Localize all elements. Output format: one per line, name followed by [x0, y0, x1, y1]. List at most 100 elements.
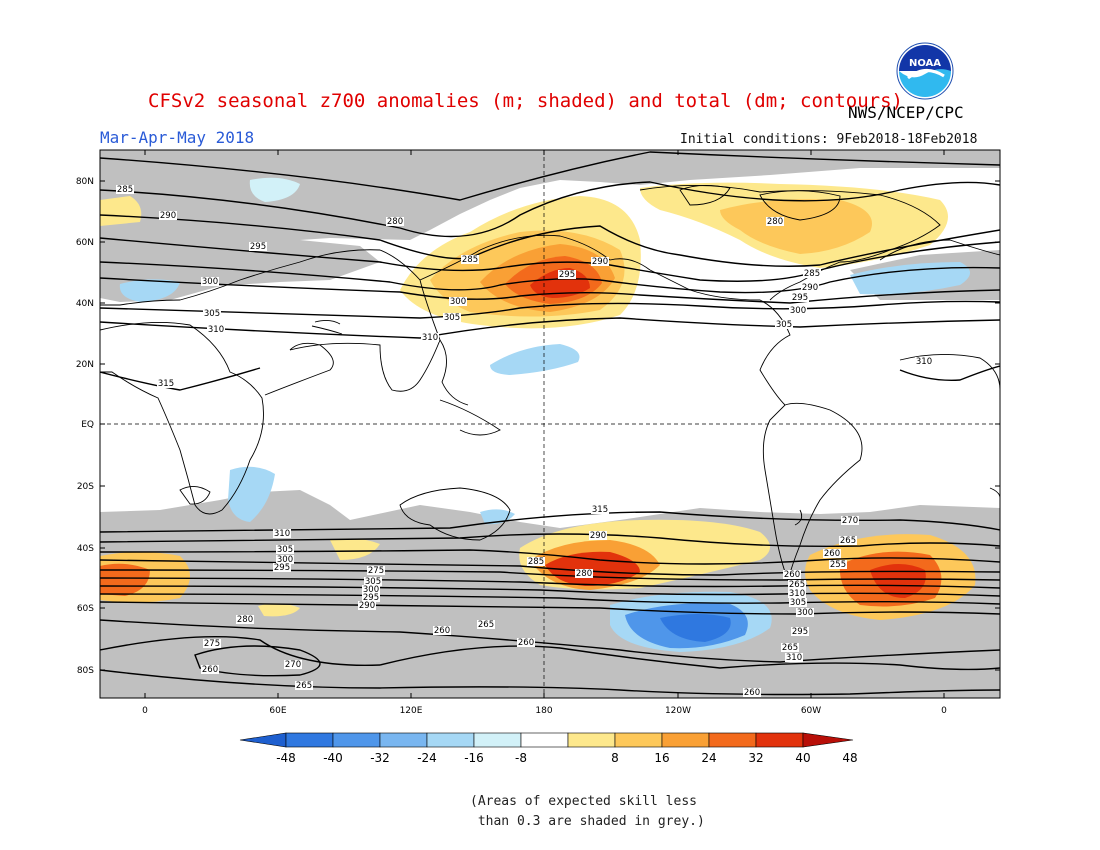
contour-label: 260	[744, 688, 760, 698]
lat-label: 40N	[76, 299, 94, 309]
colorbar-label: 32	[748, 751, 763, 765]
contour-line	[194, 645, 321, 677]
contour-label: 260	[824, 549, 840, 559]
contour-label: 305	[444, 313, 460, 323]
contour-label: 285	[117, 185, 133, 195]
colorbar-label: 24	[701, 751, 716, 765]
nh-positive-anomalies	[100, 177, 970, 375]
contour-label: 265	[789, 580, 805, 590]
contour-label: 315	[158, 379, 174, 389]
colorbar-swatch	[332, 732, 381, 748]
contour-label: 260	[434, 626, 450, 636]
colorbar-swatch	[473, 732, 522, 748]
contour-label: 310	[789, 589, 805, 599]
contour-label: 280	[767, 217, 783, 227]
contour-label: 300	[202, 277, 218, 287]
contour-label: 305	[776, 320, 792, 330]
colorbar-swatch	[755, 732, 804, 748]
contour-line	[100, 151, 1000, 201]
colorbar-labels: -48 -40 -32 -24 -16 -8 8 16 24 32 40 48	[276, 751, 857, 765]
contour-label: 300	[790, 306, 806, 316]
contour-line	[100, 577, 1000, 589]
colorbar-swatches	[239, 732, 854, 748]
contour-line	[899, 365, 1000, 381]
contour-label: 310	[422, 333, 438, 343]
colorbar-swatch	[285, 732, 334, 748]
contour-label: 310	[208, 325, 224, 335]
contour-line	[100, 559, 1000, 576]
contour-label: 255	[830, 560, 846, 570]
continent-outlines	[100, 185, 1000, 582]
contour-label: 295	[363, 593, 379, 603]
lon-label: 0	[142, 706, 148, 716]
colorbar-label: -24	[417, 751, 437, 765]
map-title: CFSv2 seasonal z700 anomalies (m; shaded…	[148, 90, 903, 112]
contour-label: 290	[802, 283, 818, 293]
contour-label: 265	[840, 536, 856, 546]
contour-label: 265	[782, 643, 798, 653]
low-skill-grey-regions	[100, 150, 1000, 698]
lat-label: 40S	[77, 544, 94, 554]
contour-label: 260	[784, 570, 800, 580]
contour-line	[100, 511, 1000, 533]
contour-label: 280	[237, 615, 253, 625]
colorbar-swatch	[567, 732, 616, 748]
contour-label: 280	[387, 217, 403, 227]
sh-anomalies	[100, 466, 976, 652]
contour-label: 290	[359, 601, 375, 611]
lat-label: 60S	[77, 604, 94, 614]
contour-label: 285	[462, 255, 478, 265]
colorbar-label: -32	[370, 751, 390, 765]
contour-line	[100, 635, 1000, 671]
colorbar-label: 48	[842, 751, 857, 765]
agency-label: NWS/NCEP/CPC	[848, 103, 964, 122]
lat-label: 60N	[76, 238, 94, 248]
contour-line	[100, 261, 1000, 294]
colorbar-left-arrow	[239, 732, 287, 748]
contour-label: 300	[797, 608, 813, 618]
contour-line	[100, 593, 1000, 605]
contour-label: 290	[160, 211, 176, 221]
colorbar-right-arrow	[802, 732, 854, 748]
contour-label: 305	[277, 545, 293, 555]
colorbar-label: -8	[515, 751, 527, 765]
forecast-period: Mar-Apr-May 2018	[100, 128, 255, 147]
contour-label: 295	[792, 627, 808, 637]
contour-label: 310	[786, 653, 802, 663]
axis-ticks	[100, 150, 1000, 698]
colorbar-swatch	[614, 732, 663, 748]
colorbar-label: -16	[464, 751, 484, 765]
contour-label: 305	[365, 577, 381, 587]
lat-label: 80S	[77, 666, 94, 676]
contour-line	[100, 277, 1000, 304]
lon-label: 180	[535, 706, 552, 716]
contour-label: 275	[204, 639, 220, 649]
contour-label: 310	[274, 529, 290, 539]
contour-label: 290	[590, 531, 606, 541]
colorbar-swatch	[661, 732, 710, 748]
colorbar: -48 -40 -32 -24 -16 -8 8 16 24 32 40 48	[239, 732, 858, 765]
lon-label: 60E	[269, 706, 286, 716]
colorbar-swatch	[426, 732, 475, 748]
contour-label: 305	[790, 598, 806, 608]
contour-line	[100, 300, 1000, 319]
contour-line	[100, 533, 1000, 548]
contour-line	[100, 317, 1000, 339]
logo-text: NOAA	[909, 58, 941, 69]
contour-label: 295	[274, 563, 290, 573]
latitude-labels: 80N 60N 40N 20N EQ 20S 40S 60S 80S	[76, 177, 94, 676]
lon-label: 0	[941, 706, 947, 716]
contour-line	[100, 669, 1000, 696]
contour-label: 270	[285, 660, 301, 670]
contour-label: 295	[792, 293, 808, 303]
colorbar-label: 8	[611, 751, 619, 765]
lon-label: 120W	[665, 706, 691, 716]
contour-label: 265	[478, 620, 494, 630]
height-contours	[100, 151, 1000, 696]
contour-line	[100, 619, 1000, 663]
contour-line	[100, 549, 1000, 565]
lat-label: EQ	[81, 420, 94, 430]
colorbar-label: -40	[323, 751, 343, 765]
